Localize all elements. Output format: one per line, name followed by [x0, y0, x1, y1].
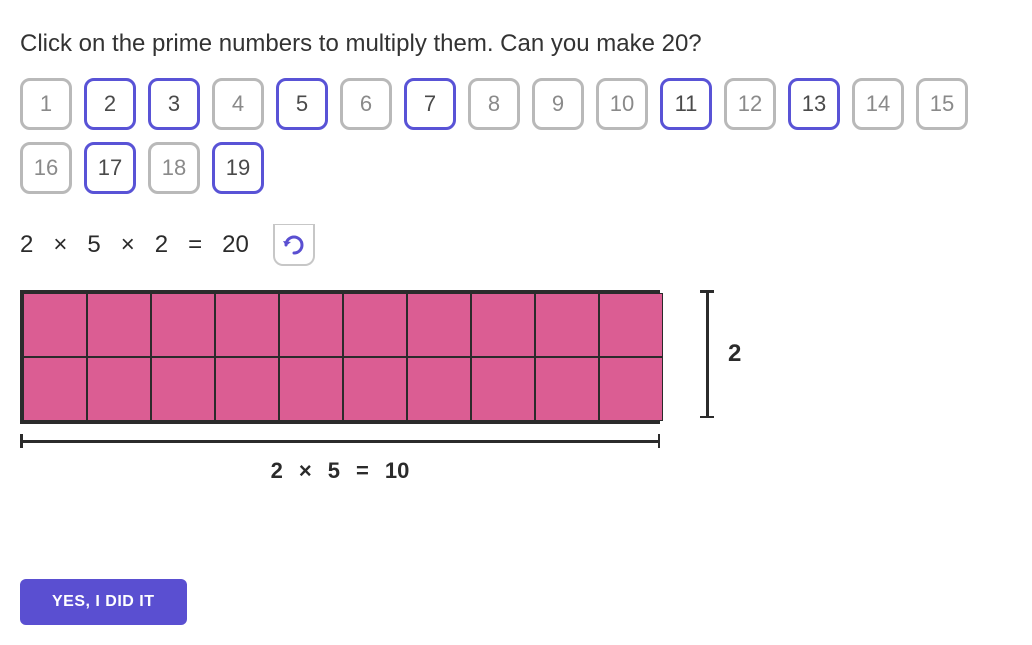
array-grid — [20, 290, 660, 424]
number-tile-19[interactable]: 19 — [212, 142, 264, 194]
array-cell — [535, 357, 599, 421]
equation-row: 2 × 5 × 2 = 20 — [20, 224, 1012, 266]
width-label-token: 10 — [385, 458, 409, 484]
array-cell — [279, 293, 343, 357]
array-cell — [599, 293, 663, 357]
array-cell — [471, 357, 535, 421]
height-bracket-tick-bottom — [700, 416, 714, 419]
confirm-button[interactable]: YES, I DID IT — [20, 579, 187, 625]
width-label-token: × — [299, 458, 312, 484]
array-cell — [599, 357, 663, 421]
number-tile-15[interactable]: 15 — [916, 78, 968, 130]
number-tile-5[interactable]: 5 — [276, 78, 328, 130]
number-tile-18[interactable]: 18 — [148, 142, 200, 194]
width-bracket-line — [20, 440, 660, 443]
array-cell — [343, 357, 407, 421]
number-tile-4[interactable]: 4 — [212, 78, 264, 130]
number-tile-container: 123456789101112131415 16171819 — [20, 78, 1012, 194]
array-cell — [87, 357, 151, 421]
height-bracket-tick-top — [700, 290, 714, 293]
number-tile-7[interactable]: 7 — [404, 78, 456, 130]
number-tile-2[interactable]: 2 — [84, 78, 136, 130]
number-tile-9[interactable]: 9 — [532, 78, 584, 130]
height-bracket-line — [706, 290, 709, 418]
equation-token: 2 — [20, 231, 33, 259]
number-row-1: 123456789101112131415 — [20, 78, 1012, 130]
width-label: 2 × 5 = 10 — [20, 458, 660, 484]
array-cell — [535, 293, 599, 357]
number-tile-10[interactable]: 10 — [596, 78, 648, 130]
undo-icon — [282, 235, 306, 255]
number-tile-12[interactable]: 12 — [724, 78, 776, 130]
array-cell — [215, 357, 279, 421]
array-cell — [215, 293, 279, 357]
equation-token: = — [188, 231, 202, 259]
array-cell — [23, 357, 87, 421]
number-tile-8[interactable]: 8 — [468, 78, 520, 130]
number-tile-17[interactable]: 17 — [84, 142, 136, 194]
prompt-text: Click on the prime numbers to multiply t… — [20, 30, 1012, 58]
width-label-token: 5 — [328, 458, 340, 484]
number-tile-3[interactable]: 3 — [148, 78, 200, 130]
number-tile-6[interactable]: 6 — [340, 78, 392, 130]
number-tile-16[interactable]: 16 — [20, 142, 72, 194]
equation-token: × — [121, 231, 135, 259]
array-cell — [279, 357, 343, 421]
number-tile-11[interactable]: 11 — [660, 78, 712, 130]
equation-token: 5 — [87, 231, 100, 259]
array-cell — [343, 293, 407, 357]
array-cell — [23, 293, 87, 357]
array-visualization: 2 × 5 = 10 2 — [20, 290, 1012, 490]
number-tile-1[interactable]: 1 — [20, 78, 72, 130]
undo-button[interactable] — [273, 224, 315, 266]
array-cell — [151, 357, 215, 421]
width-bracket-tick-left — [20, 434, 23, 448]
number-row-2: 16171819 — [20, 142, 1012, 194]
array-cell — [407, 293, 471, 357]
number-tile-14[interactable]: 14 — [852, 78, 904, 130]
equation-token: 20 — [222, 231, 249, 259]
array-cell — [87, 293, 151, 357]
array-cell — [151, 293, 215, 357]
number-tile-13[interactable]: 13 — [788, 78, 840, 130]
height-label: 2 — [728, 340, 741, 368]
equation-token: × — [53, 231, 67, 259]
width-label-token: 2 — [271, 458, 283, 484]
width-bracket-tick-right — [658, 434, 661, 448]
equation-token: 2 — [155, 231, 168, 259]
array-cell — [471, 293, 535, 357]
equation-tokens: 2 × 5 × 2 = 20 — [20, 231, 249, 259]
array-cell — [407, 357, 471, 421]
width-label-token: = — [356, 458, 369, 484]
